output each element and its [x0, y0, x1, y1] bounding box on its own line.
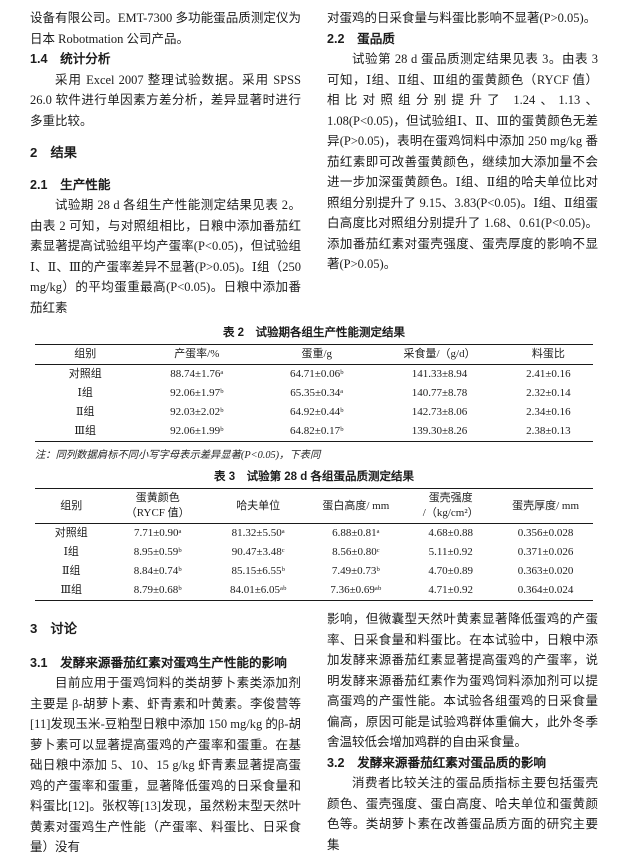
paragraph-continuation-top: 对蛋鸡的日采食量与料蛋比影响不显著(P>0.05)。 — [327, 11, 597, 25]
cell: 7.49±0.73ᵇ — [331, 565, 380, 577]
cell: 0.364±0.024 — [517, 584, 574, 596]
cell: 4.71±0.92 — [428, 584, 473, 596]
cell: 142.73±8.06 — [411, 406, 468, 418]
cell: 0.363±0.020 — [517, 565, 574, 577]
paragraph-egg-quality: 试验第 28 d 蛋品质测定结果见表 3。由表 3 可知，Ⅰ组、Ⅱ组、Ⅲ组的蛋黄… — [327, 52, 598, 271]
table-3-title: 表 3 试验第 28 d 各组蛋品质测定结果 — [214, 471, 414, 483]
table-2: 组别 产蛋率/% 蛋重/g 采食量/（g/d） 料蛋比 对照组 88.74±1.… — [35, 344, 593, 442]
cell: 64.82±0.17ᵇ — [290, 425, 344, 437]
heading-lycopene-egg-quality: 3.2 发酵来源番茄红素对蛋品质的影响 — [327, 755, 547, 770]
top-right-column: 对蛋鸡的日采食量与料蛋比影响不显著(P>0.05)。 2.2 蛋品质 试验第 2… — [327, 8, 598, 318]
cell: 0.371±0.026 — [517, 546, 574, 558]
cell: 64.92±0.44ᵇ — [290, 406, 344, 418]
bottom-right-column: 影响，但微囊型天然叶黄素显著降低蛋鸡的产蛋率、日采食量和料蛋比。在本试验中，日粮… — [327, 609, 598, 858]
cell: 8.56±0.80ᶜ — [332, 546, 380, 558]
cell: 84.01±6.05ᵃᵇ — [229, 584, 287, 596]
cell: 对照组 — [68, 368, 102, 380]
table-2-header-egg-weight: 蛋重/g — [301, 348, 333, 360]
heading-egg-quality: 2.2 蛋品质 — [327, 31, 395, 46]
paragraph-continuation-bottom: 影响，但微囊型天然叶黄素显著降低蛋鸡的产蛋率、日采食量和料蛋比。在本试验中，日粮… — [327, 612, 598, 749]
table-row: Ⅱ组 92.03±2.02ᵇ 64.92±0.44ᵇ 142.73±8.06 2… — [35, 403, 593, 422]
table-2-note: 注：同列数据肩标不同小写字母表示差异显著(P<0.05)，下表同 — [35, 450, 321, 461]
table-row: Ⅱ组 8.84±0.74ᵇ 85.15±6.55ᵇ 7.49±0.73ᵇ 4.7… — [35, 562, 593, 581]
table-2-title: 表 2 试验期各组生产性能测定结果 — [222, 327, 406, 339]
cell: Ⅰ组 — [77, 387, 93, 399]
cell: 7.36±0.69ᵃᵇ — [330, 584, 382, 596]
cell: 141.33±8.94 — [411, 368, 468, 380]
cell: 2.32±0.14 — [526, 387, 571, 399]
cell: 92.03±2.02ᵇ — [170, 406, 224, 418]
table-row: 对照组 7.71±0.90ᵃ 81.32±5.50ᵃ 6.88±0.81ᵃ 4.… — [35, 524, 593, 544]
cell: 2.41±0.16 — [526, 368, 571, 380]
heading-lycopene-performance: 3.1 发酵来源番茄红素对蛋鸡生产性能的影响 — [30, 655, 287, 670]
cell: 8.84±0.74ᵇ — [133, 565, 182, 577]
bottom-text-section: 3 讨论 3.1 发酵来源番茄红素对蛋鸡生产性能的影响 目前应用于蛋鸡饲料的类胡… — [30, 609, 598, 858]
table-row: Ⅰ组 92.06±1.97ᵇ 65.35±0.34ᵃ 140.77±8.78 2… — [35, 384, 593, 403]
table-2-header-row: 组别 产蛋率/% 蛋重/g 采食量/（g/d） 料蛋比 — [35, 345, 593, 365]
paragraph-equipment: 设备有限公司。EMT-7300 多功能蛋品质测定仪为日本 Robotmation… — [30, 11, 301, 46]
table-3-header-group: 组别 — [60, 499, 83, 512]
paragraph-performance: 试验期 28 d 各组生产性能测定结果见表 2。由表 2 可知，与对照组相比，日… — [30, 198, 301, 315]
cell: 81.32±5.50ᵃ — [231, 527, 285, 539]
cell: 85.15±6.55ᵇ — [231, 565, 285, 577]
bottom-left-column: 3 讨论 3.1 发酵来源番茄红素对蛋鸡生产性能的影响 目前应用于蛋鸡饲料的类胡… — [30, 609, 301, 858]
cell: 64.71±0.06ᵇ — [290, 368, 344, 380]
cell: 4.70±0.89 — [428, 565, 473, 577]
paragraph-discussion-quality: 消费者比较关注的蛋品质指标主要包括蛋壳颜色、蛋壳强度、蛋白高度、哈夫单位和蛋黄颜… — [327, 776, 598, 852]
table-row: Ⅲ组 8.79±0.68ᵇ 84.01±6.05ᵃᵇ 7.36±0.69ᵃᵇ 4… — [35, 581, 593, 601]
table-2-header-group: 组别 — [74, 348, 97, 360]
top-left-column: 设备有限公司。EMT-7300 多功能蛋品质测定仪为日本 Robotmation… — [30, 8, 301, 318]
table-3-header-yolk-color: 蛋黄颜色 （RYCF 值） — [125, 492, 190, 519]
cell: 92.06±1.97ᵇ — [170, 387, 224, 399]
table-2-header-laying-rate: 产蛋率/% — [174, 348, 220, 360]
table-3-header-albumen-height: 蛋白高度/ mm — [322, 499, 390, 512]
cell: Ⅱ组 — [62, 565, 81, 577]
cell: 88.74±1.76ᵃ — [170, 368, 224, 380]
paragraph-discussion-performance: 目前应用于蛋鸡饲料的类胡萝卜素类添加剂主要是 β-胡萝卜素、虾青素和叶黄素。李俊… — [30, 676, 301, 854]
table-3-header-shell-thickness: 蛋壳厚度/ mm — [512, 499, 580, 512]
table-3-header-row: 组别 蛋黄颜色 （RYCF 值） 哈夫单位 蛋白高度/ mm 蛋壳强度/（kg/c… — [35, 489, 593, 524]
table-2-header-feed-egg-ratio: 料蛋比 — [531, 348, 565, 360]
heading-production-performance: 2.1 生产性能 — [30, 177, 111, 192]
paragraph-statistics: 采用 Excel 2007 整理试验数据。采用 SPSS 26.0 软件进行单因… — [30, 72, 301, 128]
cell: 2.34±0.16 — [526, 406, 571, 418]
cell: 140.77±8.78 — [411, 387, 468, 399]
heading-results: 2 结果 — [30, 145, 77, 160]
heading-statistical-analysis: 1.4 统计分析 — [30, 52, 111, 66]
cell: 65.35±0.34ᵃ — [290, 387, 344, 399]
cell: Ⅰ组 — [63, 546, 79, 558]
cell: 90.47±3.48ᶜ — [231, 546, 285, 558]
cell: 8.79±0.68ᵇ — [133, 584, 182, 596]
cell: 0.356±0.028 — [517, 527, 574, 539]
heading-discussion: 3 讨论 — [30, 621, 77, 636]
table-row: Ⅲ组 92.06±1.99ᵇ 64.82±0.17ᵇ 139.30±8.26 2… — [35, 422, 593, 442]
table-3-block: 表 3 试验第 28 d 各组蛋品质测定结果 组别 蛋黄颜色 （RYCF 值） 哈… — [30, 468, 598, 601]
top-text-section: 设备有限公司。EMT-7300 多功能蛋品质测定仪为日本 Robotmation… — [30, 8, 598, 318]
cell: 8.95±0.59ᵇ — [133, 546, 182, 558]
cell: 4.68±0.88 — [428, 527, 473, 539]
cell: 对照组 — [54, 527, 88, 539]
cell: 7.71±0.90ᵃ — [133, 527, 182, 539]
table-3-header-shell-strength: 蛋壳强度/（kg/cm²） — [422, 492, 479, 519]
cell: 5.11±0.92 — [428, 546, 473, 558]
table-2-block: 表 2 试验期各组生产性能测定结果 组别 产蛋率/% 蛋重/g 采食量/（g/d… — [30, 324, 598, 462]
table-3-header-haugh-unit: 哈夫单位 — [236, 499, 281, 512]
cell: Ⅲ组 — [60, 584, 83, 596]
cell: 92.06±1.99ᵇ — [170, 425, 224, 437]
table-row: Ⅰ组 8.95±0.59ᵇ 90.47±3.48ᶜ 8.56±0.80ᶜ 5.1… — [35, 543, 593, 562]
table-2-header-feed-intake: 采食量/（g/d） — [403, 348, 476, 360]
cell: Ⅱ组 — [75, 406, 95, 418]
cell: Ⅲ组 — [74, 425, 97, 437]
table-row: 对照组 88.74±1.76ᵃ 64.71±0.06ᵇ 141.33±8.94 … — [35, 365, 593, 385]
table-3: 组别 蛋黄颜色 （RYCF 值） 哈夫单位 蛋白高度/ mm 蛋壳强度/（kg/c… — [35, 488, 593, 601]
cell: 6.88±0.81ᵃ — [332, 527, 380, 539]
cell: 139.30±8.26 — [411, 425, 468, 437]
cell: 2.38±0.13 — [526, 425, 571, 437]
